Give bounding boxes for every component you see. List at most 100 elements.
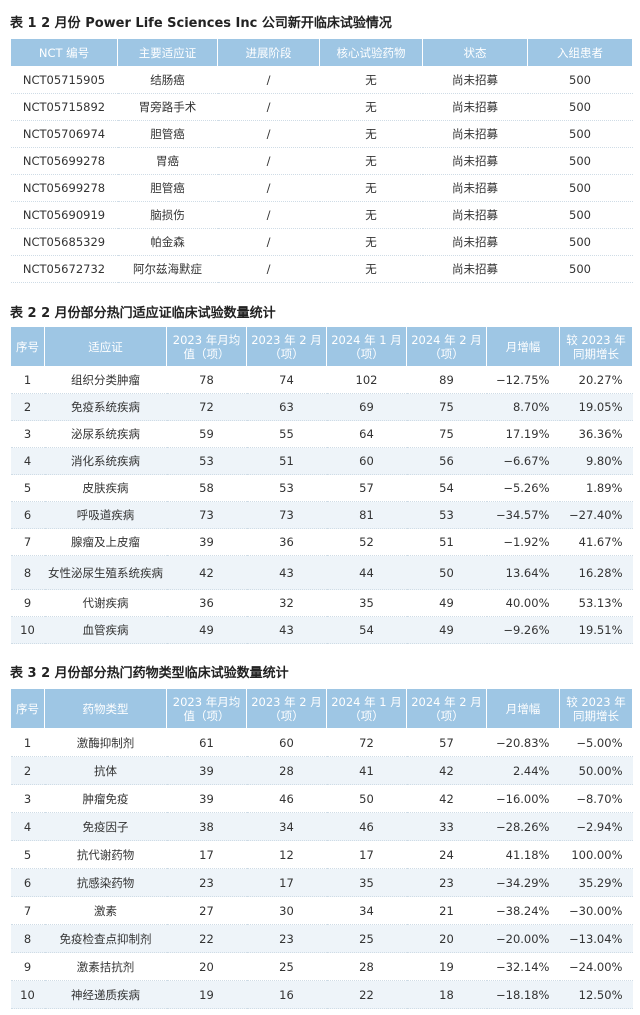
table3-drug-types: 序号 药物类型 2023 年月均值（项） 2023 年 2 月（项） 2024 … bbox=[10, 688, 633, 1009]
jan-2024-cell: 72 bbox=[326, 728, 407, 757]
column-header: 较 2023 年同期增长 bbox=[559, 326, 633, 367]
feb-2023-cell: 55 bbox=[246, 420, 327, 448]
table-row: NCT05706974 胆管癌 / 无 尚未招募 500 bbox=[10, 120, 633, 148]
yoy-growth-cell: 16.28% bbox=[559, 555, 633, 590]
feb-2023-cell: 73 bbox=[246, 501, 327, 529]
status-cell: 尚未招募 bbox=[422, 255, 528, 283]
table1-header-row: NCT 编号 主要适应证 进展阶段 核心试验药物 状态 入组患者 bbox=[10, 38, 633, 67]
yoy-growth-cell: 41.67% bbox=[559, 528, 633, 556]
avg-2023-cell: 78 bbox=[166, 366, 247, 394]
feb-2023-cell: 51 bbox=[246, 447, 327, 475]
mom-growth-cell: −32.14% bbox=[486, 952, 560, 981]
index-cell: 10 bbox=[10, 980, 45, 1009]
column-header: 核心试验药物 bbox=[319, 38, 423, 67]
phase-cell: / bbox=[217, 147, 320, 175]
status-cell: 尚未招募 bbox=[422, 201, 528, 229]
feb-2024-cell: 51 bbox=[406, 528, 487, 556]
avg-2023-cell: 61 bbox=[166, 728, 247, 757]
status-cell: 尚未招募 bbox=[422, 66, 528, 94]
column-header: 序号 bbox=[10, 326, 45, 367]
feb-2023-cell: 53 bbox=[246, 474, 327, 502]
feb-2024-cell: 24 bbox=[406, 840, 487, 869]
avg-2023-cell: 39 bbox=[166, 784, 247, 813]
feb-2024-cell: 42 bbox=[406, 784, 487, 813]
feb-2024-cell: 42 bbox=[406, 756, 487, 785]
index-cell: 3 bbox=[10, 784, 45, 813]
index-cell: 4 bbox=[10, 812, 45, 841]
yoy-growth-cell: 35.29% bbox=[559, 868, 633, 897]
nct-id-cell: NCT05706974 bbox=[10, 120, 118, 148]
mom-growth-cell: −20.83% bbox=[486, 728, 560, 757]
column-header: 序号 bbox=[10, 688, 45, 729]
avg-2023-cell: 49 bbox=[166, 616, 247, 644]
drug-type-cell: 抗代谢药物 bbox=[44, 840, 167, 869]
phase-cell: / bbox=[217, 174, 320, 202]
table-row: 8 女性泌尿生殖系统疾病 42 43 44 50 13.64% 16.28% bbox=[10, 555, 633, 590]
column-header: 2023 年月均值（项） bbox=[166, 688, 247, 729]
feb-2024-cell: 23 bbox=[406, 868, 487, 897]
yoy-growth-cell: 36.36% bbox=[559, 420, 633, 448]
enrollment-cell: 500 bbox=[527, 174, 633, 202]
column-header: 2024 年 1 月（项） bbox=[326, 326, 407, 367]
jan-2024-cell: 25 bbox=[326, 924, 407, 953]
mom-growth-cell: −28.26% bbox=[486, 812, 560, 841]
table2-header-row: 序号 适应证 2023 年月均值（项） 2023 年 2 月（项） 2024 年… bbox=[10, 326, 633, 367]
enrollment-cell: 500 bbox=[527, 93, 633, 121]
mom-growth-cell: −16.00% bbox=[486, 784, 560, 813]
mom-growth-cell: 13.64% bbox=[486, 555, 560, 590]
indication-cell: 腺瘤及上皮瘤 bbox=[44, 528, 167, 556]
drug-type-cell: 神经递质疾病 bbox=[44, 980, 167, 1009]
feb-2023-cell: 12 bbox=[246, 840, 327, 869]
mom-growth-cell: 41.18% bbox=[486, 840, 560, 869]
table-row: 7 腺瘤及上皮瘤 39 36 52 51 −1.92% 41.67% bbox=[10, 528, 633, 556]
column-header: 状态 bbox=[422, 38, 528, 67]
indication-cell: 组织分类肿瘤 bbox=[44, 366, 167, 394]
indication-cell: 代谢疾病 bbox=[44, 589, 167, 617]
column-header: NCT 编号 bbox=[10, 38, 118, 67]
phase-cell: / bbox=[217, 255, 320, 283]
feb-2023-cell: 28 bbox=[246, 756, 327, 785]
jan-2024-cell: 35 bbox=[326, 589, 407, 617]
avg-2023-cell: 42 bbox=[166, 555, 247, 590]
feb-2023-cell: 30 bbox=[246, 896, 327, 925]
index-cell: 5 bbox=[10, 474, 45, 502]
feb-2024-cell: 75 bbox=[406, 393, 487, 421]
drug-type-cell: 肿瘤免疫 bbox=[44, 784, 167, 813]
status-cell: 尚未招募 bbox=[422, 174, 528, 202]
jan-2024-cell: 69 bbox=[326, 393, 407, 421]
yoy-growth-cell: −2.94% bbox=[559, 812, 633, 841]
yoy-growth-cell: −5.00% bbox=[559, 728, 633, 757]
feb-2024-cell: 89 bbox=[406, 366, 487, 394]
feb-2023-cell: 23 bbox=[246, 924, 327, 953]
index-cell: 6 bbox=[10, 501, 45, 529]
enrollment-cell: 500 bbox=[527, 66, 633, 94]
core-drug-cell: 无 bbox=[319, 120, 423, 148]
index-cell: 2 bbox=[10, 756, 45, 785]
status-cell: 尚未招募 bbox=[422, 147, 528, 175]
jan-2024-cell: 17 bbox=[326, 840, 407, 869]
mom-growth-cell: 8.70% bbox=[486, 393, 560, 421]
index-cell: 3 bbox=[10, 420, 45, 448]
indication-cell: 胃癌 bbox=[117, 147, 218, 175]
index-cell: 7 bbox=[10, 896, 45, 925]
indication-cell: 血管疾病 bbox=[44, 616, 167, 644]
column-header: 药物类型 bbox=[44, 688, 167, 729]
jan-2024-cell: 52 bbox=[326, 528, 407, 556]
feb-2024-cell: 56 bbox=[406, 447, 487, 475]
yoy-growth-cell: 1.89% bbox=[559, 474, 633, 502]
yoy-growth-cell: 19.51% bbox=[559, 616, 633, 644]
nct-id-cell: NCT05699278 bbox=[10, 147, 118, 175]
feb-2024-cell: 49 bbox=[406, 616, 487, 644]
feb-2024-cell: 54 bbox=[406, 474, 487, 502]
core-drug-cell: 无 bbox=[319, 228, 423, 256]
core-drug-cell: 无 bbox=[319, 66, 423, 94]
indication-cell: 阿尔兹海默症 bbox=[117, 255, 218, 283]
index-cell: 10 bbox=[10, 616, 45, 644]
column-header: 月增幅 bbox=[486, 688, 560, 729]
table-row: NCT05699278 胆管癌 / 无 尚未招募 500 bbox=[10, 174, 633, 202]
column-header: 较 2023 年同期增长 bbox=[559, 688, 633, 729]
feb-2023-cell: 25 bbox=[246, 952, 327, 981]
mom-growth-cell: −12.75% bbox=[486, 366, 560, 394]
index-cell: 7 bbox=[10, 528, 45, 556]
